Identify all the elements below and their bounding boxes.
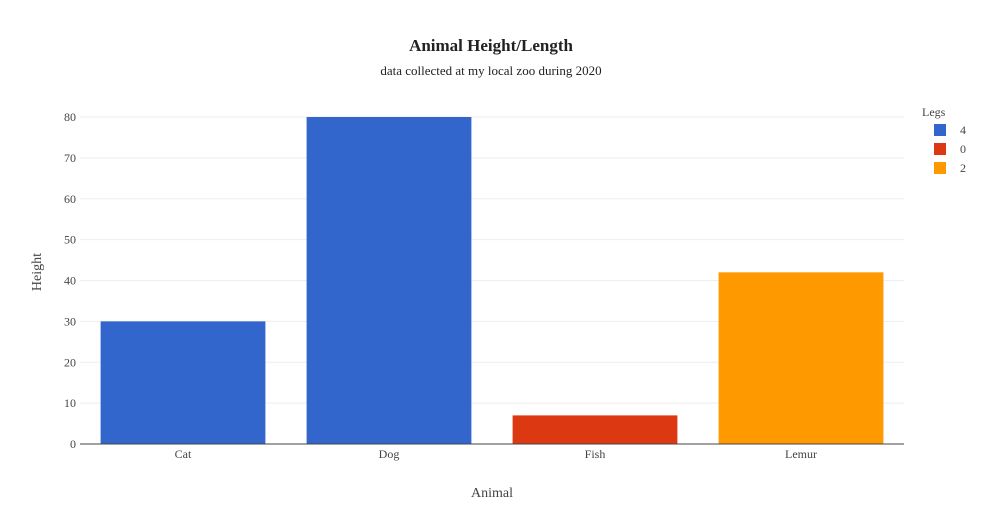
y-tick-label: 20	[64, 355, 76, 369]
x-tick-label: Dog	[379, 447, 400, 461]
y-tick-label: 60	[64, 192, 76, 206]
y-axis-label: Height	[30, 253, 45, 291]
x-axis-label: Animal	[471, 486, 513, 501]
x-tick-label: Lemur	[785, 447, 817, 461]
bar-cat	[100, 321, 266, 444]
y-axis-ticks: 0 10 20 30 40 50 60 70 80	[64, 110, 76, 451]
chart-subtitle: data collected at my local zoo during 20…	[380, 63, 601, 78]
y-tick-label: 50	[64, 233, 76, 247]
bars	[100, 117, 884, 444]
y-tick-label: 80	[64, 110, 76, 124]
x-tick-label: Cat	[175, 447, 192, 461]
y-tick-label: 10	[64, 396, 76, 410]
legend-title: Legs	[922, 105, 946, 119]
legend-swatch	[934, 124, 946, 136]
y-tick-label: 0	[70, 437, 76, 451]
bar-dog	[306, 117, 472, 444]
bar-fish	[512, 415, 678, 444]
x-axis-ticks: Cat Dog Fish Lemur	[175, 447, 817, 461]
legend-swatch	[934, 143, 946, 155]
y-tick-label: 40	[64, 274, 76, 288]
x-tick-label: Fish	[585, 447, 606, 461]
legend-items: 4 0 2	[934, 123, 966, 175]
legend: Legs 4 0 2	[922, 105, 966, 175]
y-tick-label: 70	[64, 151, 76, 165]
y-tick-label: 30	[64, 314, 76, 328]
legend-label: 4	[960, 123, 966, 137]
legend-label: 2	[960, 161, 966, 175]
legend-swatch	[934, 162, 946, 174]
bar-lemur	[718, 272, 884, 444]
chart-title: Animal Height/Length	[409, 36, 573, 55]
legend-label: 0	[960, 142, 966, 156]
